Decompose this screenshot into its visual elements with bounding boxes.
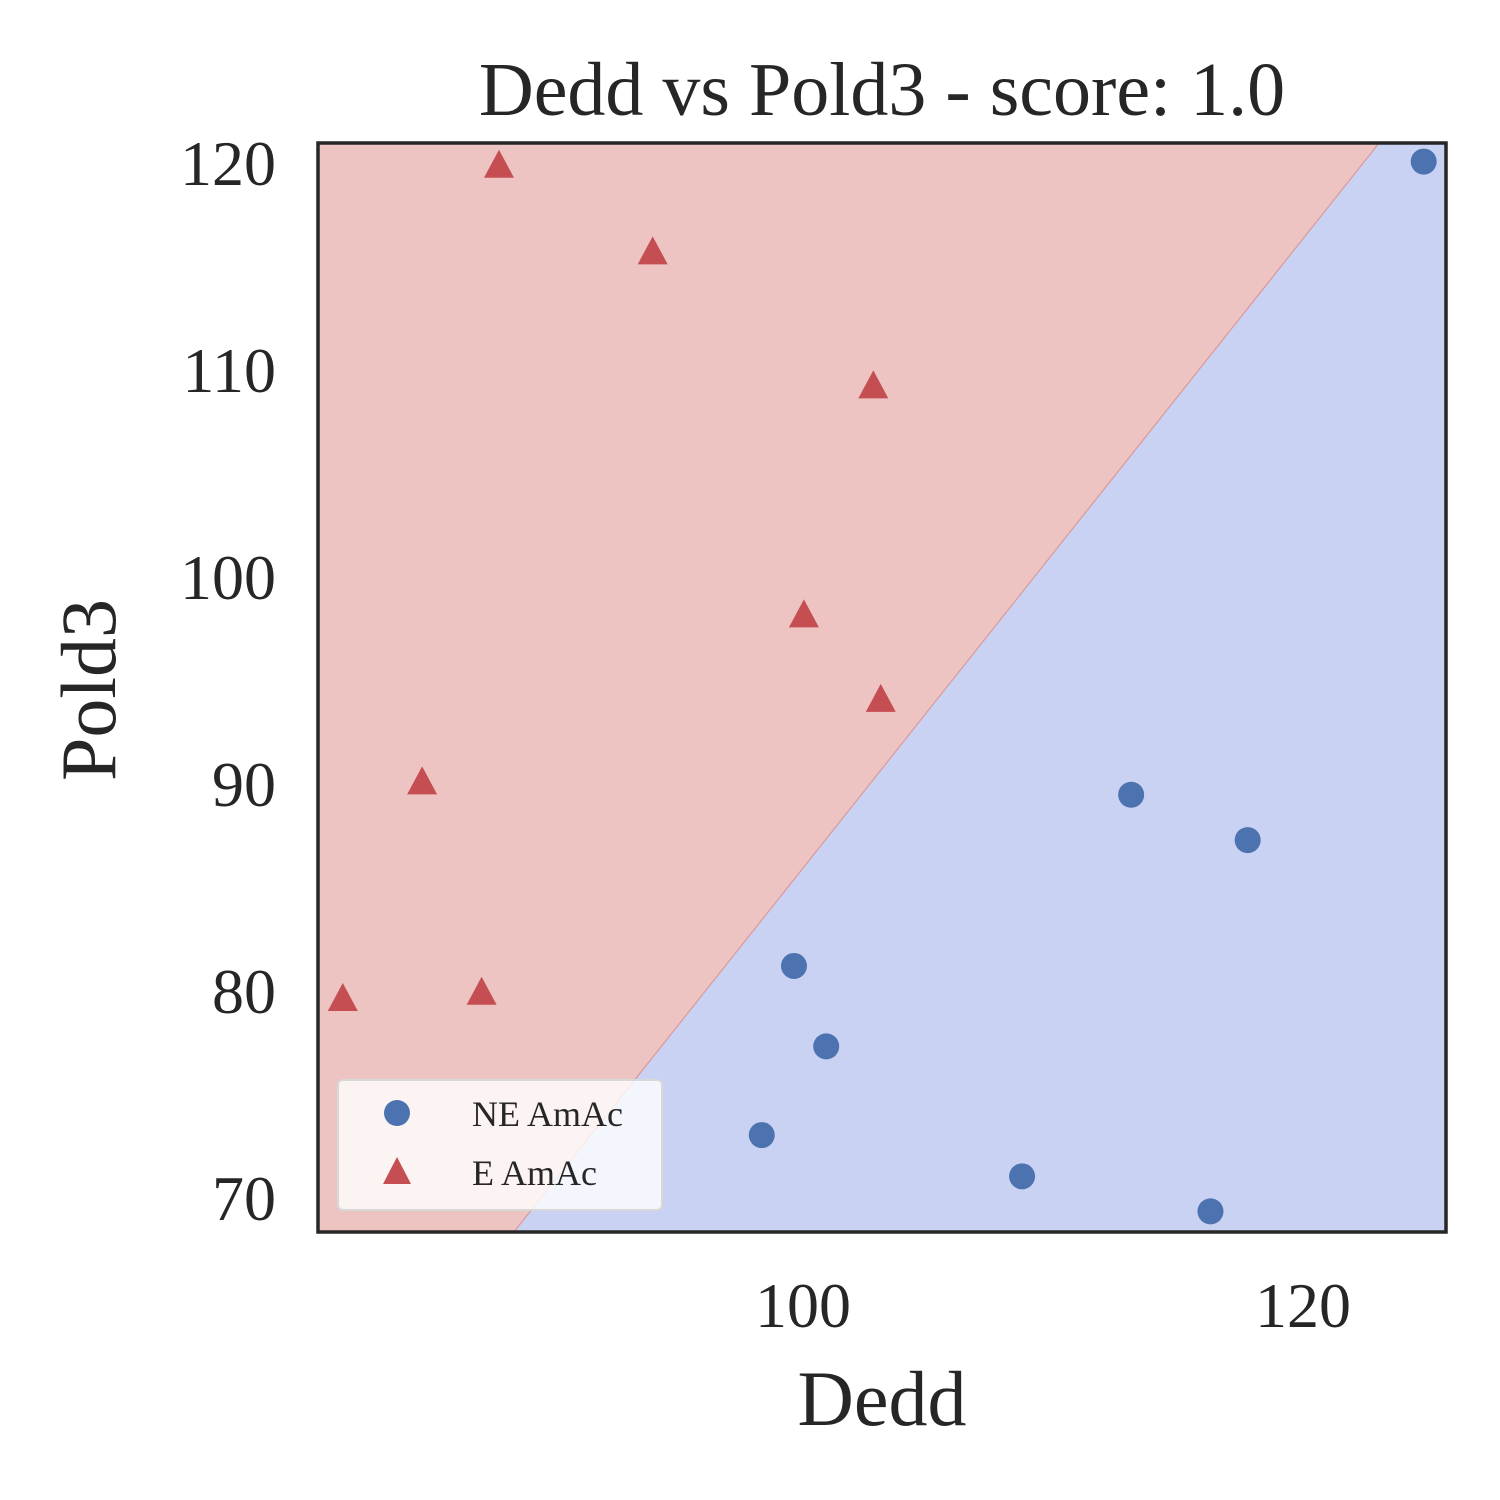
data-points xyxy=(327,148,1437,1225)
region-ne-amac xyxy=(513,143,1446,1232)
y-tick-label: 70 xyxy=(212,1163,276,1234)
ne-amac-point xyxy=(1410,148,1437,175)
legend-label-ne-amac: NE AmAc xyxy=(472,1094,623,1134)
x-tick-label: 100 xyxy=(755,1270,851,1341)
e-amac-point xyxy=(407,766,438,795)
plot-area xyxy=(316,141,1448,1234)
y-tick-label: 100 xyxy=(180,542,276,613)
plot-frame xyxy=(316,141,1448,1234)
e-amac-point xyxy=(466,976,497,1005)
ne-amac-point xyxy=(1118,781,1145,808)
legend-marker-circle xyxy=(384,1100,410,1126)
ne-amac-point xyxy=(1009,1163,1036,1190)
region-e-amac xyxy=(318,143,1380,1232)
e-amac-point xyxy=(637,236,668,265)
x-axis-label: Dedd xyxy=(798,1355,967,1442)
y-tick-label: 90 xyxy=(212,749,276,820)
e-amac-point xyxy=(788,599,819,628)
legend-box xyxy=(337,1079,663,1211)
ne-amac-point xyxy=(1197,1198,1224,1225)
legend-label-e-amac: E AmAc xyxy=(472,1153,597,1193)
ne-amac-point xyxy=(748,1122,775,1149)
x-axis: 100 120 Dedd xyxy=(755,1270,1351,1442)
e-amac-point xyxy=(858,370,889,399)
y-tick-label: 80 xyxy=(212,956,276,1027)
e-amac-point xyxy=(483,149,514,178)
ne-amac-point xyxy=(780,952,807,979)
chart-title: Dedd vs Pold3 - score: 1.0 xyxy=(479,48,1285,132)
ne-amac-point xyxy=(1234,827,1261,854)
e-amac-point xyxy=(865,683,896,712)
ne-amac-point xyxy=(813,1033,840,1060)
y-axis: 120 110 100 90 80 70 Pold3 xyxy=(45,128,276,1234)
legend-marker-triangle xyxy=(383,1157,411,1184)
y-tick-label: 120 xyxy=(180,128,276,199)
y-tick-label: 110 xyxy=(182,335,276,406)
legend: NE AmAc E AmAc xyxy=(337,1079,663,1211)
x-tick-label: 120 xyxy=(1255,1270,1351,1341)
decision-boundary xyxy=(513,143,1380,1232)
e-amac-point xyxy=(327,982,358,1011)
y-axis-label: Pold3 xyxy=(45,599,132,781)
